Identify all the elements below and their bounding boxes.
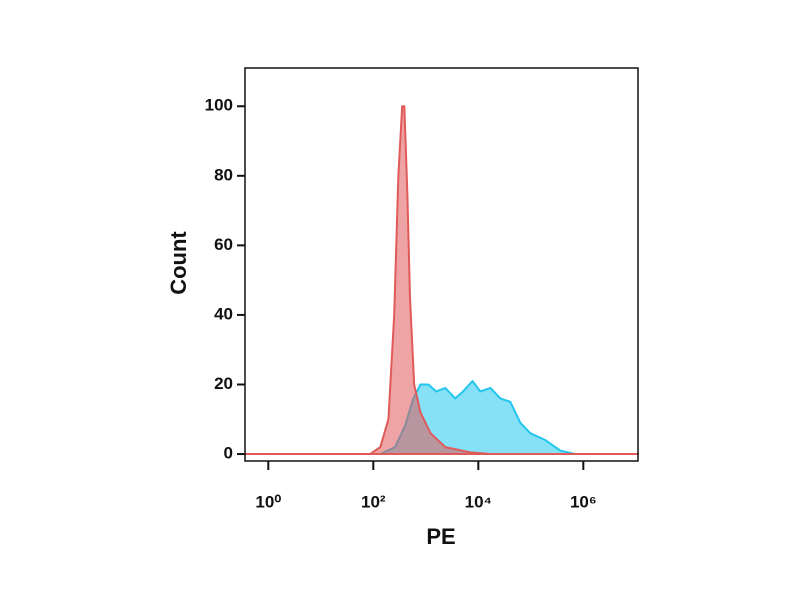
y-tick-label: 20: [214, 374, 233, 393]
y-tick-label: 100: [205, 96, 233, 115]
x-tick-label: 10⁶: [570, 492, 597, 511]
x-axis-title: PE: [426, 524, 455, 549]
x-tick-label: 10²: [361, 492, 386, 511]
y-tick-label: 80: [214, 165, 233, 184]
y-axis-title: Count: [166, 231, 191, 295]
histogram-area: [244, 105, 639, 456]
plot-frame: [244, 67, 639, 462]
x-tick-label: 10⁰: [255, 492, 281, 511]
y-tick-label: 60: [214, 235, 233, 254]
x-tick-label: 10⁴: [465, 492, 492, 511]
y-tick-label: 40: [214, 304, 233, 323]
y-tick-label: 0: [224, 444, 233, 463]
